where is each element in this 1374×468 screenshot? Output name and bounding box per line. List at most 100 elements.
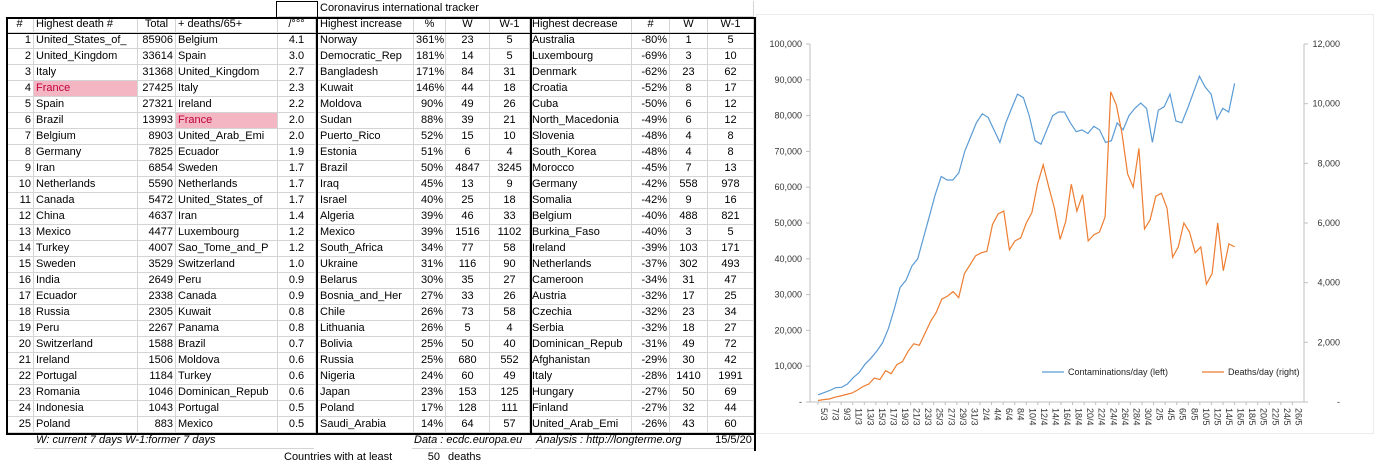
cell-in[interactable]: Democratic_Rep (318, 49, 414, 65)
cell-iw[interactable]: 44 (446, 81, 490, 97)
cell-rank[interactable]: 14 (6, 241, 34, 257)
cell-xw1[interactable]: 27 (708, 321, 754, 337)
cell-iw1[interactable]: 33 (490, 209, 530, 225)
cell-pn[interactable]: Mexico (176, 417, 278, 433)
cell-ip[interactable]: 181% (414, 49, 446, 65)
cell-ip[interactable]: 51% (414, 145, 446, 161)
cell-ip[interactable]: 40% (414, 193, 446, 209)
cell-dt[interactable]: 4477 (138, 225, 176, 241)
cell-xw1[interactable]: 17 (708, 81, 754, 97)
cell-pv[interactable]: 0.9 (278, 273, 316, 289)
cell-iw[interactable]: 33 (446, 289, 490, 305)
cell-pv[interactable]: 1.7 (278, 177, 316, 193)
cell-in[interactable]: Ukraine (318, 257, 414, 273)
cell-pv[interactable]: 0.5 (278, 401, 316, 417)
cell-dn[interactable]: Iran (34, 161, 138, 177)
cell-dn[interactable]: Poland (34, 417, 138, 433)
cell-xp[interactable]: -42% (632, 177, 670, 193)
cell-iw[interactable]: 4847 (446, 161, 490, 177)
cell-rank[interactable]: 17 (6, 289, 34, 305)
cell-dn[interactable]: Mexico (34, 225, 138, 241)
cell-pv[interactable]: 1.0 (278, 257, 316, 273)
cell-rank[interactable]: 9 (6, 161, 34, 177)
cell-pn[interactable]: United_Kingdom (176, 65, 278, 81)
cell-pn[interactable]: Ecuador (176, 145, 278, 161)
cell-xw1[interactable]: 60 (708, 417, 754, 433)
cell-xp[interactable]: -40% (632, 209, 670, 225)
cell-xn[interactable]: North_Macedonia (530, 113, 632, 129)
cell-dn[interactable]: China (34, 209, 138, 225)
cell-ip[interactable]: 23% (414, 385, 446, 401)
cell-pn[interactable]: Switzerland (176, 257, 278, 273)
cell-xn[interactable]: United_Arab_Emi (530, 417, 632, 433)
cell-xw[interactable]: 50 (670, 385, 708, 401)
cell-iw1[interactable]: 26 (490, 289, 530, 305)
cell-xp[interactable]: -50% (632, 97, 670, 113)
cell-dn[interactable]: Sweden (34, 257, 138, 273)
cell-xn[interactable]: Netherlands (530, 257, 632, 273)
cell-xw1[interactable]: 10 (708, 49, 754, 65)
cell-xn[interactable]: Luxembourg (530, 49, 632, 65)
cell-iw[interactable]: 15 (446, 129, 490, 145)
cell-xw[interactable]: 302 (670, 257, 708, 273)
cell-iw1[interactable]: 5 (490, 33, 530, 49)
cell-pv[interactable]: 1.7 (278, 193, 316, 209)
footer-legend[interactable]: W: current 7 days W-1:former 7 days (34, 433, 314, 449)
cell-ip[interactable]: 50% (414, 161, 446, 177)
cell-dn[interactable]: Romania (34, 385, 138, 401)
cell-xw1[interactable]: 47 (708, 273, 754, 289)
cell-iw1[interactable]: 3245 (490, 161, 530, 177)
cell-xw[interactable]: 1 (670, 33, 708, 49)
cell-xw[interactable]: 30 (670, 353, 708, 369)
cell-iw1[interactable]: 31 (490, 65, 530, 81)
cell-xw1[interactable]: 821 (708, 209, 754, 225)
cell-dt[interactable]: 33614 (138, 49, 176, 65)
cell-pv[interactable]: 0.6 (278, 369, 316, 385)
cell-xw[interactable]: 3 (670, 49, 708, 65)
cell-in[interactable]: Bangladesh (318, 65, 414, 81)
cell-dt[interactable]: 4637 (138, 209, 176, 225)
cell-xp[interactable]: -32% (632, 321, 670, 337)
cell-rank[interactable]: 24 (6, 401, 34, 417)
cell-in[interactable]: Algeria (318, 209, 414, 225)
cell-ip[interactable]: 14% (414, 417, 446, 433)
cell-iw1[interactable]: 552 (490, 353, 530, 369)
cell-dn[interactable]: Spain (34, 97, 138, 113)
cell-xp[interactable]: -40% (632, 225, 670, 241)
cell-iw1[interactable]: 111 (490, 401, 530, 417)
cell-in[interactable]: Russia (318, 353, 414, 369)
cell-dn[interactable]: Belgium (34, 129, 138, 145)
cell-iw1[interactable]: 125 (490, 385, 530, 401)
cell-xw[interactable]: 4 (670, 129, 708, 145)
cell-dn[interactable]: Portugal (34, 369, 138, 385)
cell-xn[interactable]: Australia (530, 33, 632, 49)
cell-xw[interactable]: 8 (670, 81, 708, 97)
header-iw1[interactable]: W-1 (490, 17, 530, 33)
cell-xw1[interactable]: 5 (708, 225, 754, 241)
cell-iw1[interactable]: 18 (490, 193, 530, 209)
cell-ip[interactable]: 88% (414, 113, 446, 129)
cell-xw1[interactable]: 171 (708, 241, 754, 257)
cell-in[interactable]: Estonia (318, 145, 414, 161)
cell-dt[interactable]: 5590 (138, 177, 176, 193)
cell-iw[interactable]: 13 (446, 177, 490, 193)
cell-pv[interactable]: 2.0 (278, 129, 316, 145)
cell-xn[interactable]: Dominican_Repub (530, 337, 632, 353)
cell-xw1[interactable]: 12 (708, 97, 754, 113)
cell-xp[interactable]: -49% (632, 113, 670, 129)
cell-in[interactable]: Japan (318, 385, 414, 401)
cell-dt[interactable]: 1046 (138, 385, 176, 401)
cell-pv[interactable]: 1.2 (278, 241, 316, 257)
cell-iw[interactable]: 116 (446, 257, 490, 273)
cell-in[interactable]: Kuwait (318, 81, 414, 97)
cell-xw[interactable]: 23 (670, 305, 708, 321)
header-pn[interactable]: + deaths/65+ (176, 17, 278, 33)
cell-xn[interactable]: Italy (530, 369, 632, 385)
cell-iw[interactable]: 128 (446, 401, 490, 417)
cell-dn[interactable]: Peru (34, 321, 138, 337)
cell-pn[interactable]: Brazil (176, 337, 278, 353)
cell-pn[interactable]: Netherlands (176, 177, 278, 193)
cell-pv[interactable]: 0.6 (278, 353, 316, 369)
cell-xw[interactable]: 6 (670, 113, 708, 129)
cell-dt[interactable]: 2649 (138, 273, 176, 289)
